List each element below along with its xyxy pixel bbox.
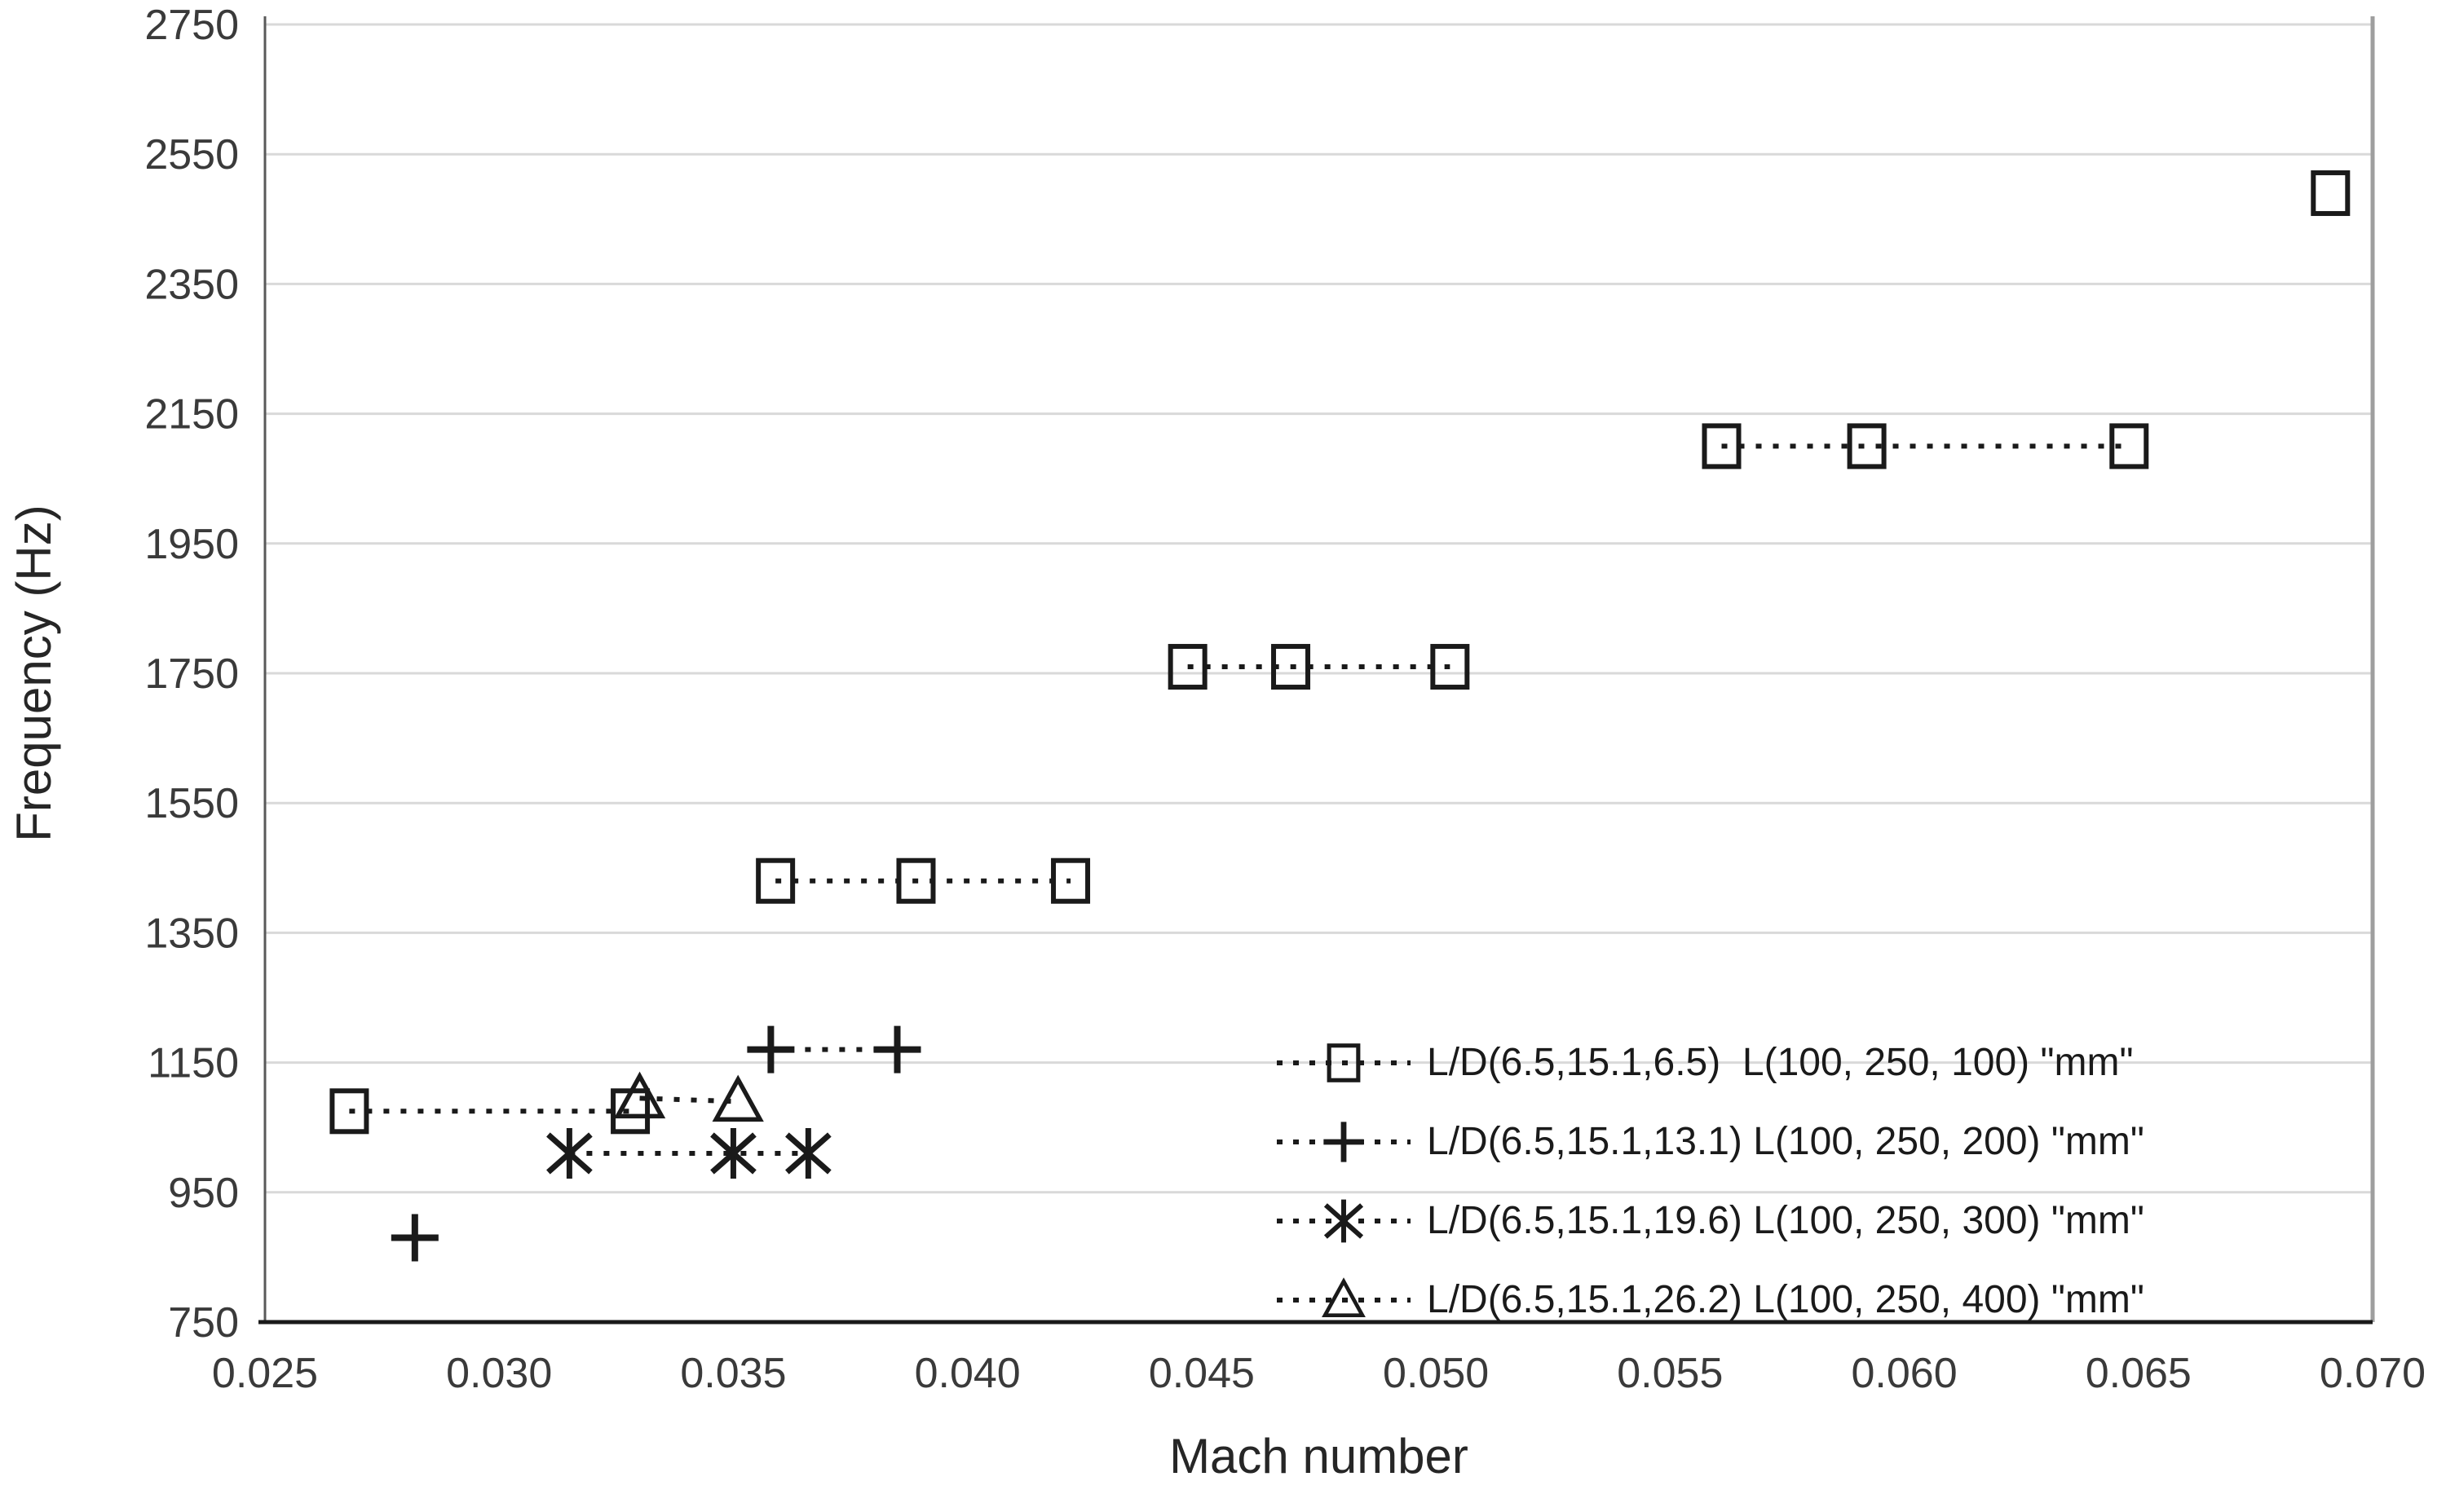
legend-label: L/D(6.5,15.1,13.1) L(100, 250, 200) "mm" — [1427, 1120, 2144, 1163]
marker-square — [1051, 857, 1091, 904]
marker-plus — [391, 1214, 439, 1262]
y-tick-label: 2750 — [144, 2, 239, 49]
x-tick-label: 0.025 — [212, 1350, 318, 1397]
x-tick-label: 0.045 — [1149, 1350, 1255, 1397]
marker-plus — [1323, 1121, 1364, 1162]
legend-item: L/D(6.5,15.1,6.5) L(100, 250, 100) "mm" — [1272, 1023, 2381, 1102]
y-tick-label: 2550 — [144, 131, 239, 179]
marker-asterisk — [546, 1128, 593, 1179]
marker-square — [1327, 1043, 1361, 1082]
x-tick-label: 0.050 — [1383, 1350, 1489, 1397]
marker-square — [1847, 423, 1887, 469]
chart-legend: L/D(6.5,15.1,6.5) L(100, 250, 100) "mm" L… — [1272, 1023, 2381, 1339]
legend-item: L/D(6.5,15.1,19.6) L(100, 250, 300) "mm" — [1272, 1181, 2381, 1260]
y-tick-label: 950 — [168, 1170, 239, 1217]
y-tick-label: 1750 — [144, 650, 239, 698]
x-tick-label: 0.060 — [1851, 1350, 1957, 1397]
marker-asterisk — [785, 1128, 832, 1179]
marker-square — [2311, 170, 2351, 216]
x-tick-label: 0.065 — [2086, 1350, 2192, 1397]
marker-triangle — [712, 1074, 764, 1122]
legend-item: L/D(6.5,15.1,26.2) L(100, 250, 400) "mm" — [1272, 1260, 2381, 1339]
y-tick-label: 2350 — [144, 261, 239, 308]
x-tick-label: 0.070 — [2320, 1350, 2426, 1397]
square-marker-swatch — [1277, 1043, 1411, 1082]
y-tick-label: 1350 — [144, 910, 239, 957]
marker-asterisk — [1323, 1199, 1364, 1242]
marker-plus — [873, 1025, 921, 1073]
x-tick-label: 0.030 — [446, 1350, 552, 1397]
marker-square — [2109, 423, 2149, 469]
y-tick-label: 1150 — [148, 1040, 239, 1087]
marker-square — [1168, 644, 1208, 690]
legend-item: L/D(6.5,15.1,13.1) L(100, 250, 200) "mm" — [1272, 1102, 2381, 1181]
y-tick-label: 750 — [168, 1299, 239, 1347]
marker-asterisk — [710, 1128, 757, 1179]
y-tick-label: 1550 — [144, 780, 239, 827]
x-tick-label: 0.055 — [1617, 1350, 1723, 1397]
marker-square — [329, 1088, 369, 1135]
marker-plus — [747, 1025, 795, 1073]
legend-label: L/D(6.5,15.1,6.5) L(100, 250, 100) "mm" — [1427, 1041, 2134, 1084]
marker-square — [1271, 644, 1311, 690]
marker-triangle — [613, 1071, 666, 1119]
y-tick-label: 2150 — [144, 391, 239, 439]
asterisk-marker-swatch — [1277, 1199, 1411, 1242]
x-axis-title: Mach number — [1169, 1429, 1468, 1483]
y-axis-title: Frequency (Hz) — [7, 505, 61, 841]
marker-square — [756, 857, 796, 904]
legend-label: L/D(6.5,15.1,26.2) L(100, 250, 400) "mm" — [1427, 1278, 2144, 1321]
legend-label: L/D(6.5,15.1,19.6) L(100, 250, 300) "mm" — [1427, 1199, 2144, 1242]
x-tick-label: 0.040 — [915, 1350, 1021, 1397]
marker-square — [1430, 644, 1470, 690]
x-tick-label: 0.035 — [680, 1350, 786, 1397]
triangle-marker-swatch — [1277, 1276, 1411, 1317]
marker-triangle — [1322, 1276, 1366, 1317]
y-tick-label: 1950 — [144, 521, 239, 568]
marker-square — [896, 857, 936, 904]
plus-marker-swatch — [1277, 1121, 1411, 1162]
marker-square — [1702, 423, 1742, 469]
